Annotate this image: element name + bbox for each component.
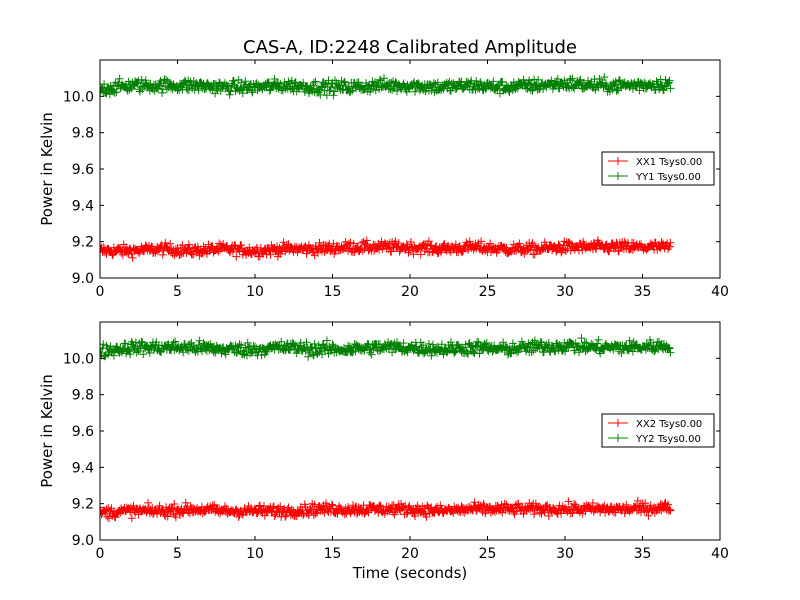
x-tick-label: 20 <box>401 284 419 300</box>
y-tick-label: 9.2 <box>72 497 94 513</box>
y-tick-label: 9.4 <box>72 198 94 214</box>
y-tick-label: 9.6 <box>72 162 94 178</box>
x-tick-label: 40 <box>711 284 729 300</box>
x-tick-label: 15 <box>324 284 342 300</box>
series-yy1-points <box>100 73 675 100</box>
x-tick-label: 25 <box>479 284 497 300</box>
x-tick-label: 10 <box>246 284 264 300</box>
y-tick-label: 9.6 <box>72 424 94 440</box>
x-tick-label: 40 <box>711 546 729 562</box>
x-tick-label: 25 <box>479 546 497 562</box>
x-tick-label: 15 <box>324 546 342 562</box>
y-tick-label: 9.4 <box>72 460 94 476</box>
x-tick-label: 5 <box>173 284 182 300</box>
y-tick-label: 9.0 <box>72 271 94 287</box>
legend-swatch-marker <box>614 434 622 442</box>
legend-box <box>601 151 715 186</box>
x-tick-label: 30 <box>556 546 574 562</box>
bottom-plot-panel: 0 5 10 15 20 25 30 35 40 9.0 9.2 9.4 9.6 9.8 10.0 Power… <box>38 321 729 562</box>
x-tick-label: 5 <box>173 546 182 562</box>
y-axis-label: Power in Kelvin <box>38 374 56 488</box>
x-tick-label: 20 <box>401 546 419 562</box>
top-plot-panel: 0 5 10 15 20 25 30 35 40 9.0 9.2 9.4 9.6 9.8 10.0 Power… <box>38 59 729 300</box>
y-tick-label: 9.8 <box>72 126 94 142</box>
legend-entry-label: YY1 Tsys0.00 <box>635 172 701 183</box>
legend-swatch-marker <box>614 157 622 165</box>
x-tick-label: 10 <box>246 546 264 562</box>
x-tick-label: 0 <box>96 284 105 300</box>
legend-swatch-marker <box>614 172 622 180</box>
y-axis-label: Power in Kelvin <box>38 112 56 226</box>
series-xx1-points <box>100 236 675 262</box>
legend-box <box>601 413 715 448</box>
legend: XX2 Tsys0.00 YY2 Tsys0.00 <box>601 413 715 448</box>
legend-entry-label: YY2 Tsys0.00 <box>635 434 701 445</box>
series-xx2-markers <box>100 496 675 523</box>
x-tick-label: 0 <box>96 546 105 562</box>
legend-entry-label: XX1 Tsys0.00 <box>636 157 702 168</box>
y-tick-label: 9.0 <box>72 533 94 549</box>
chart-title: CAS-A, ID:2248 Calibrated Amplitude <box>243 37 577 58</box>
series-yy1-markers <box>100 73 675 100</box>
x-tick-label: 35 <box>634 546 652 562</box>
series-xx1-markers <box>100 236 675 262</box>
x-tick-label: 35 <box>634 284 652 300</box>
series-yy2-markers <box>100 334 675 361</box>
x-tick-label: 30 <box>556 284 574 300</box>
y-tick-label: 9.2 <box>72 235 94 251</box>
legend: XX1 Tsys0.00 YY1 Tsys0.00 <box>601 151 715 186</box>
legend-swatch-marker <box>614 419 622 427</box>
x-axis-label: Time (seconds) <box>352 564 468 582</box>
y-tick-label: 9.8 <box>72 388 94 404</box>
y-tick-label: 10.0 <box>63 351 94 367</box>
y-tick-label: 10.0 <box>63 89 94 105</box>
series-yy2-points <box>100 334 675 361</box>
legend-entry-label: XX2 Tsys0.00 <box>636 419 702 430</box>
series-xx2-points <box>100 496 675 523</box>
